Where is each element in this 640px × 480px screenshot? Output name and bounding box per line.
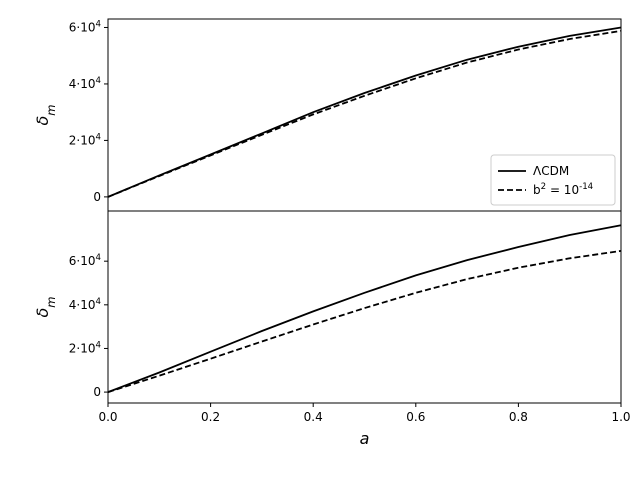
y-tick-label: 4·104 — [69, 297, 101, 312]
y-tick-label: 2·104 — [69, 132, 101, 147]
y-tick-label: 6·104 — [69, 19, 101, 34]
x-axis-label: a — [360, 429, 370, 448]
legend-label: b2 = 10-14 — [533, 182, 593, 197]
plot-frame — [107, 210, 622, 404]
x-tick-label: 0.4 — [304, 410, 323, 424]
x-tick-label: 0.2 — [201, 410, 220, 424]
legend-box — [490, 154, 616, 206]
legend-label: ΛCDM — [533, 164, 569, 178]
y-tick-label: 0 — [93, 190, 101, 204]
y-axis-label: δm — [33, 104, 58, 125]
x-tick-label: 0.6 — [406, 410, 425, 424]
y-tick-label: 6·104 — [69, 253, 101, 268]
x-tick-label: 0.8 — [509, 410, 528, 424]
y-tick-label: 2·104 — [69, 340, 101, 355]
series-line-lcdm — [107, 224, 622, 393]
y-tick-label: 4·104 — [69, 76, 101, 91]
y-axis-label: δm — [33, 296, 58, 317]
y-tick-label: 0 — [93, 385, 101, 399]
bottom-panel: 0 2·104 4·104 6·104 0.0 0.2 0.4 0.6 0.8 1.0 δm a — [33, 210, 631, 448]
series-line-b2 — [107, 250, 622, 393]
top-panel: 0 2·104 4·104 6·104 δm ΛCDM b2 = 10-14 — [33, 18, 622, 212]
x-tick-label: 0.0 — [98, 410, 117, 424]
series-line-b2 — [107, 30, 622, 198]
x-tick-label: 1.0 — [611, 410, 630, 424]
